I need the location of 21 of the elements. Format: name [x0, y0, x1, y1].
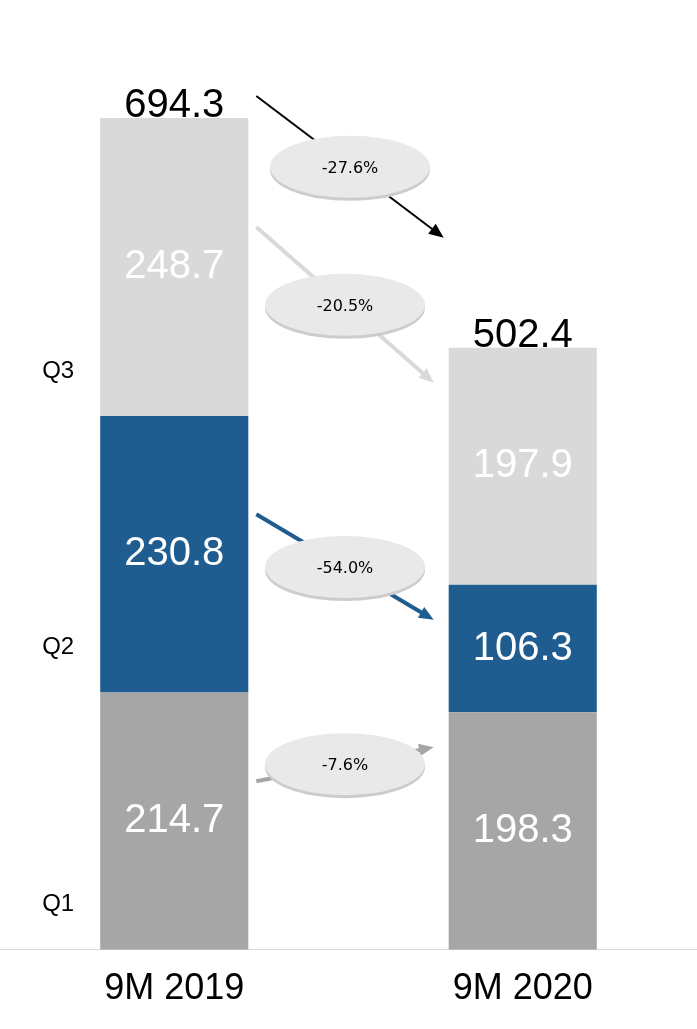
data-label: 214.7: [124, 796, 225, 841]
bar: [448, 712, 597, 950]
bar: [100, 416, 249, 693]
bar: [448, 584, 597, 713]
annotation: -7.6%: [321, 755, 369, 775]
series-label: Q1: [42, 889, 75, 917]
bar: [100, 118, 249, 416]
data-label: 198.3: [472, 806, 573, 851]
annotation: -27.6%: [321, 157, 379, 177]
bar: [448, 347, 597, 585]
total-label: 694.3: [124, 81, 225, 126]
data-label: 106.3: [472, 623, 573, 668]
data-label: 230.8: [124, 529, 225, 574]
bar: [100, 692, 249, 950]
annotation: -20.5%: [316, 295, 374, 315]
series-label: Q2: [42, 632, 75, 660]
x-tick-label: 9M 2020: [452, 966, 593, 1008]
series-label: Q3: [42, 355, 75, 383]
annotation: -54.0%: [316, 558, 374, 578]
x-tick-label: 9M 2019: [104, 966, 245, 1008]
total-label: 502.4: [472, 310, 573, 355]
